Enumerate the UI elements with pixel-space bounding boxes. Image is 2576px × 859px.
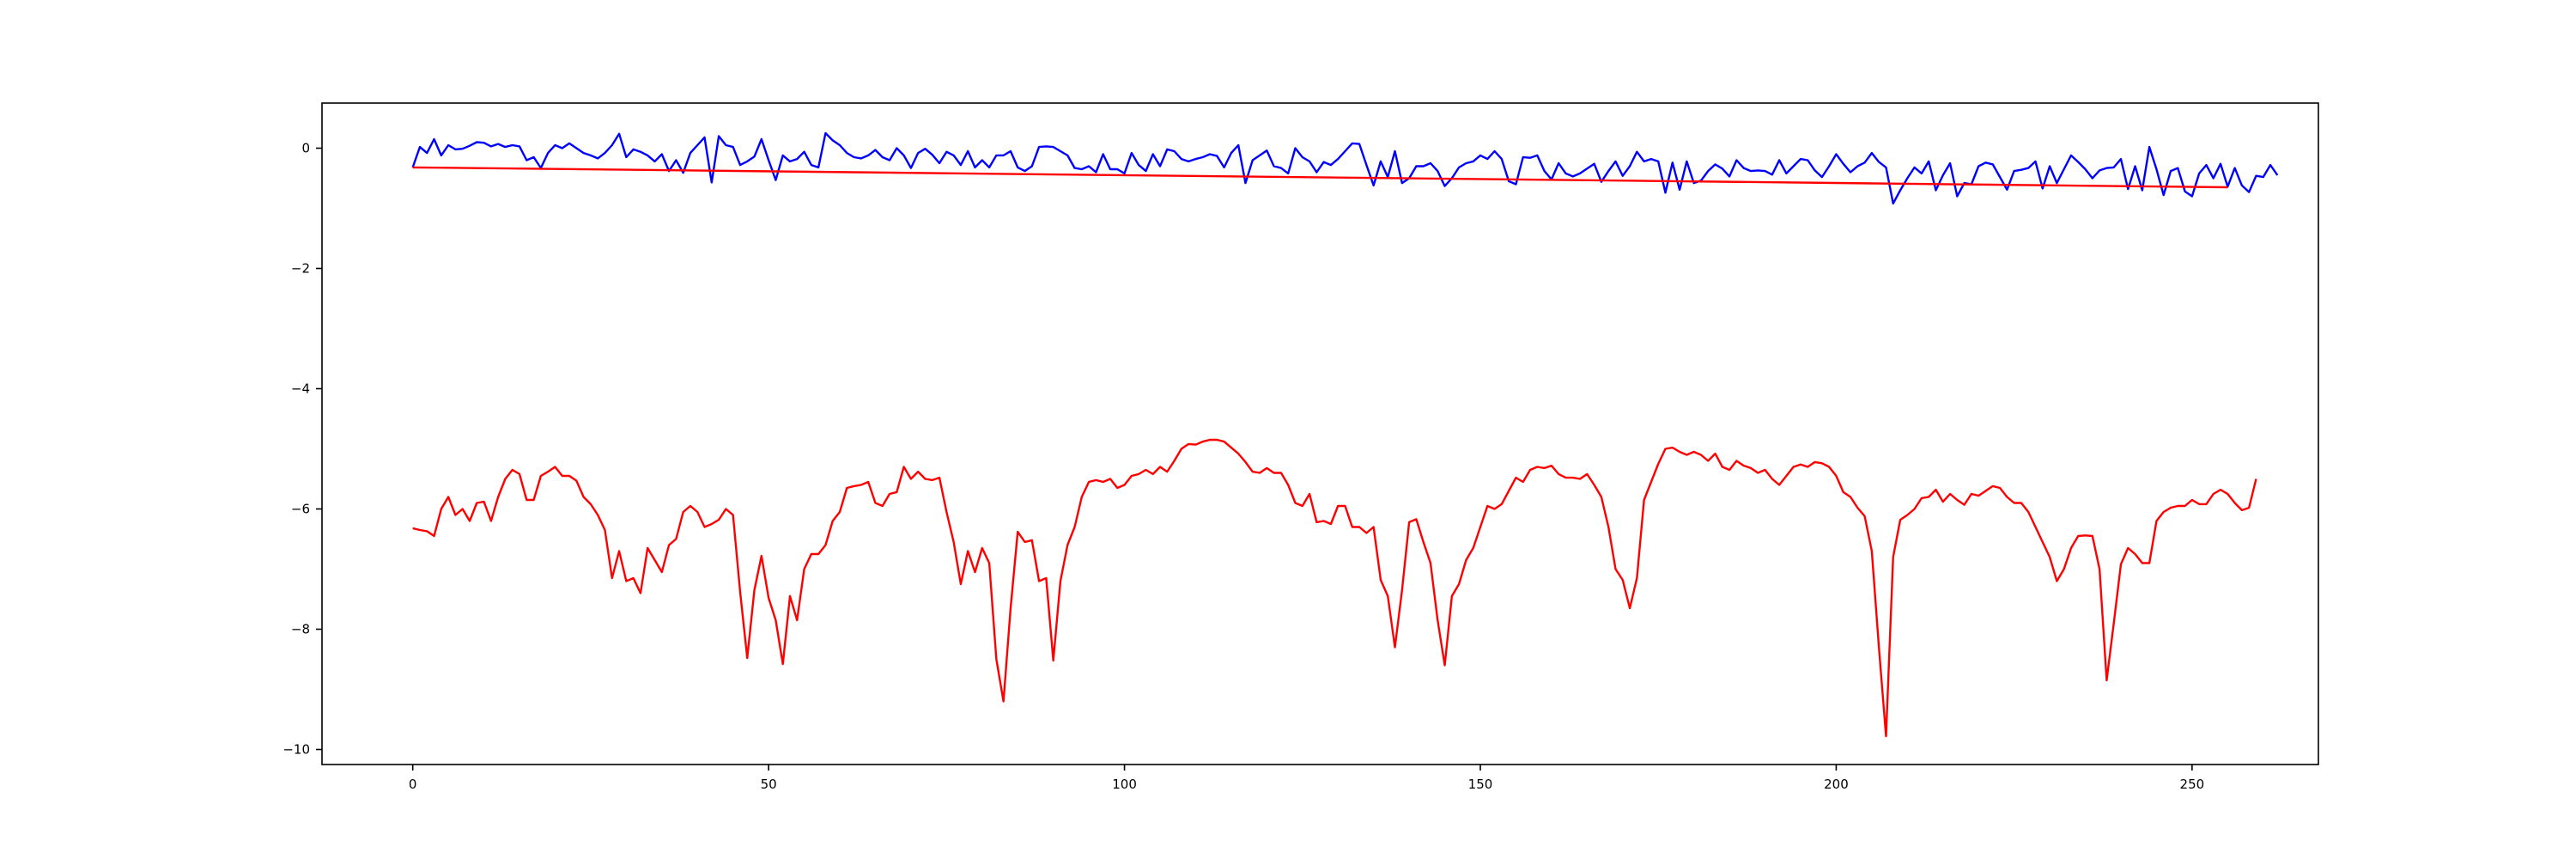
x-tick-label: 250 [2180,777,2205,792]
series-line-2 [412,438,2257,738]
y-tick-label: −4 [291,381,310,397]
plot-lines [411,131,2279,738]
x-tick-label: 0 [409,777,417,792]
y-tick-label: −8 [291,622,310,637]
y-axis: 0 −2 −4 −6 −8 −10 [283,141,322,758]
axes-frame [321,102,2319,765]
x-tick-label: 150 [1468,777,1493,792]
series-line-3 [412,166,2228,189]
x-axis: 0 50 100 150 200 250 [409,765,2204,792]
x-tick-label: 50 [761,777,777,792]
y-tick-label: 0 [301,141,310,156]
y-tick-label: −10 [283,742,310,758]
y-tick-label: −6 [291,502,310,517]
x-tick-label: 100 [1112,777,1137,792]
y-tick-label: −2 [291,261,310,277]
x-tick-label: 200 [1824,777,1849,792]
